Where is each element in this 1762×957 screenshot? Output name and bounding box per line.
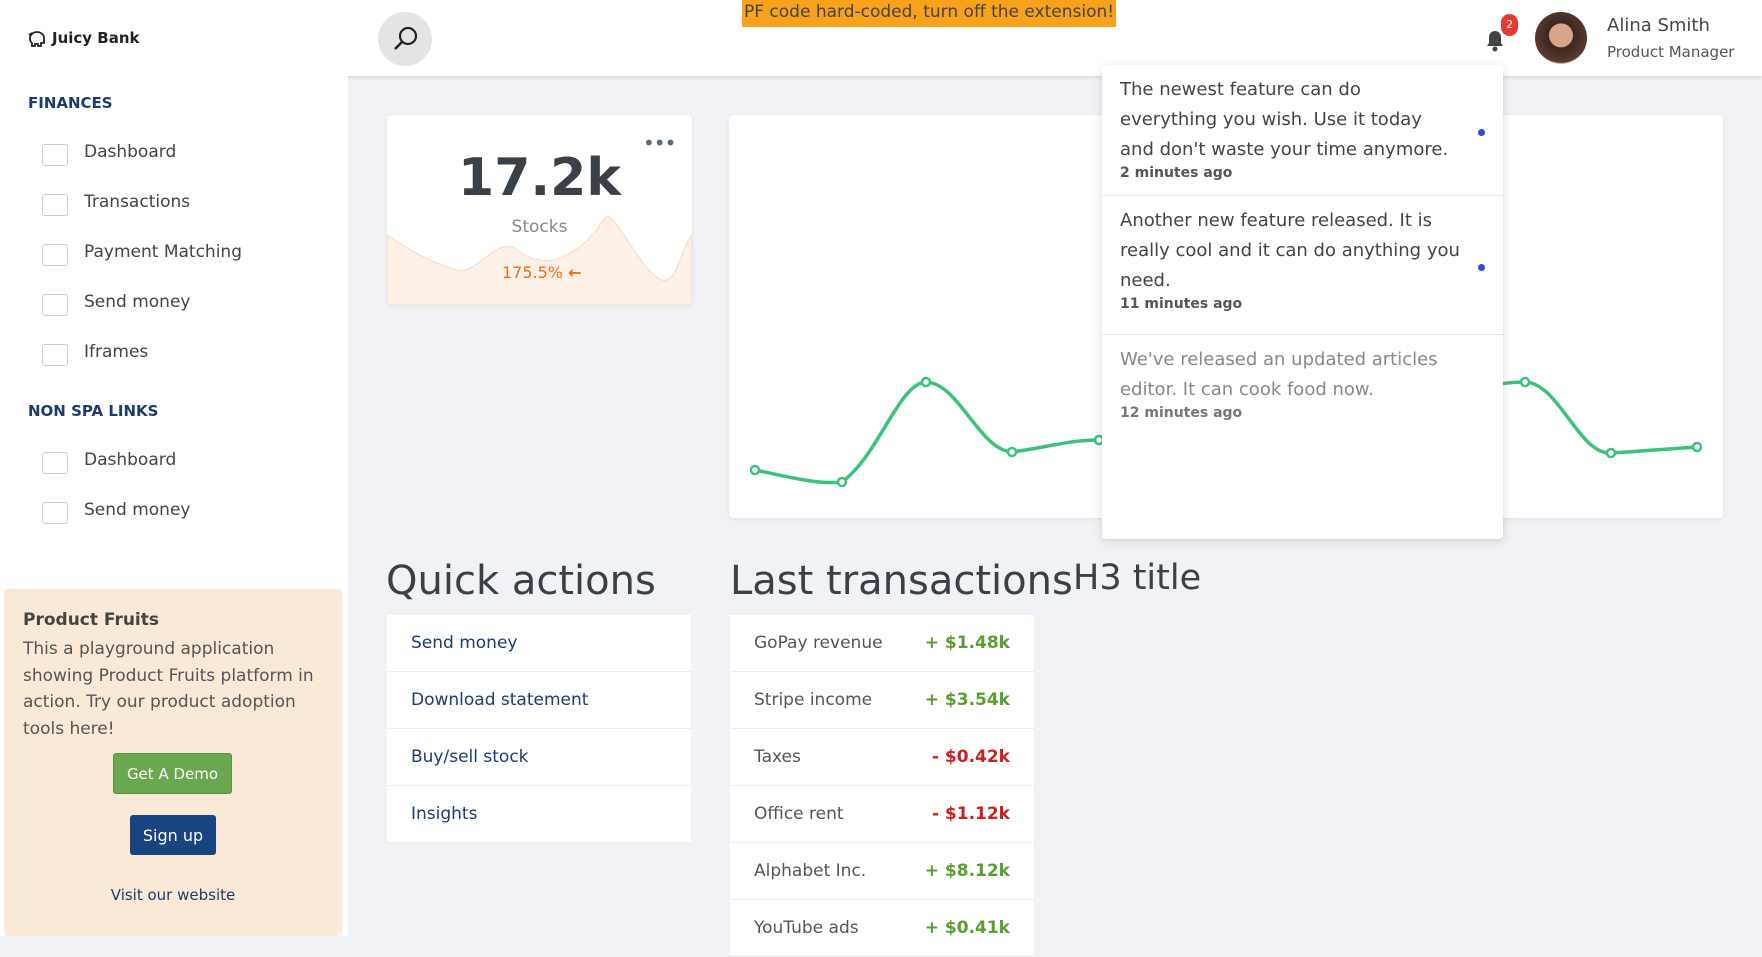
notification-time: 12 minutes ago xyxy=(1120,405,1243,421)
notification[interactable]: The newest feature can do everything you… xyxy=(1102,65,1503,196)
notification-badge: 2 xyxy=(1501,14,1518,36)
transaction-row: GoPay revenue + $1.48k xyxy=(730,615,1034,672)
transaction-amount: + $8.12k xyxy=(924,861,1010,881)
transaction-amount: - $1.12k xyxy=(931,804,1010,824)
menu-icon xyxy=(42,144,68,166)
notification-text: The newest feature can do everything you… xyxy=(1120,79,1449,160)
menu-icon xyxy=(42,294,68,316)
quick-actions-list: Send money Download statement Buy/sell sto… xyxy=(387,615,691,843)
search-icon xyxy=(394,26,418,50)
menu-icon xyxy=(42,452,68,474)
website-link[interactable]: Visit our website xyxy=(110,886,236,904)
section-title: NON SPA LINKS xyxy=(28,402,159,420)
transaction-name: Alphabet Inc. xyxy=(754,861,867,881)
quick-actions-title: Quick actions xyxy=(386,558,656,604)
promo-title: Product Fruits xyxy=(23,610,159,630)
transaction-row: Stripe income + $3.54k xyxy=(730,672,1034,729)
transactions-list: GoPay revenue + $1.48k Stripe income + $3.5… xyxy=(730,615,1034,957)
stock-wave xyxy=(387,216,692,305)
stock-value: 17.2k xyxy=(458,148,621,208)
notification-text: Another new feature released. It is real… xyxy=(1120,210,1460,291)
arrow: ← xyxy=(568,263,582,282)
notification[interactable]: Another new feature released. It is real… xyxy=(1102,196,1503,335)
more-dots[interactable]: ••• xyxy=(643,131,676,155)
transaction-name: Stripe income xyxy=(754,690,873,710)
menu-item[interactable]: Transactions xyxy=(84,192,191,212)
transactions-title: Last transactions xyxy=(730,558,1073,604)
menu-item[interactable]: Payment Matching xyxy=(84,242,242,262)
menu-item[interactable]: Dashboard xyxy=(84,142,177,162)
search-button[interactable] xyxy=(378,12,432,66)
user-name: Alina Smith xyxy=(1607,15,1710,36)
transaction-name: Office rent xyxy=(754,804,844,824)
section-title: FINANCES xyxy=(28,94,113,112)
menu-item[interactable]: Dashboard xyxy=(84,450,177,470)
stock-change: 175.5% ← xyxy=(502,263,582,282)
user-role: Product Manager xyxy=(1607,43,1735,61)
transaction-name: GoPay revenue xyxy=(754,633,883,653)
notifications-popup: The newest feature can do everything you… xyxy=(1102,65,1503,539)
h3-title: H3 title xyxy=(1073,558,1202,598)
stock-change-text: 175.5% xyxy=(502,263,564,282)
unread-dot xyxy=(1478,263,1485,271)
menu-icon xyxy=(42,244,68,266)
promo-text: This a playground application showing Pr… xyxy=(23,639,314,739)
transaction-row: Taxes - $0.42k xyxy=(730,729,1034,786)
stock-card: ••• 17.2k Stocks 175.5% ← xyxy=(387,115,692,305)
notification[interactable]: We've released an updated articles edito… xyxy=(1102,335,1503,435)
quick-action[interactable]: Buy/sell stock xyxy=(387,729,691,786)
signup-button[interactable]: Sign up xyxy=(130,815,216,855)
quick-action[interactable]: Send money xyxy=(387,615,691,672)
quick-action[interactable]: Insights xyxy=(387,786,691,843)
logo-icon xyxy=(28,31,45,47)
transaction-amount: + $1.48k xyxy=(924,633,1010,653)
notification-time: 2 minutes ago xyxy=(1120,165,1233,181)
transaction-amount: + $3.54k xyxy=(924,690,1010,710)
notification-time: 11 minutes ago xyxy=(1120,296,1243,312)
banner: PF code hard-coded, turn off the extensi… xyxy=(742,0,1117,27)
transaction-row: Alphabet Inc. + $8.12k xyxy=(730,843,1034,900)
transaction-row: YouTube ads + $0.41k xyxy=(730,900,1034,957)
transaction-amount: - $0.42k xyxy=(931,747,1010,767)
menu-icon xyxy=(42,344,68,366)
menu-item[interactable]: Send money xyxy=(84,500,191,520)
avatar[interactable] xyxy=(1535,12,1587,64)
transaction-row: Office rent - $1.12k xyxy=(730,786,1034,843)
unread-dot xyxy=(1478,128,1485,136)
menu-item[interactable]: Iframes xyxy=(84,342,149,362)
notification-text: We've released an updated articles edito… xyxy=(1120,349,1438,400)
quick-action[interactable]: Download statement xyxy=(387,672,691,729)
menu-icon xyxy=(42,502,68,524)
demo-button[interactable]: Get A Demo xyxy=(113,753,232,794)
brand[interactable]: Juicy Bank xyxy=(52,29,140,47)
menu-icon xyxy=(42,194,68,216)
menu-item[interactable]: Send money xyxy=(84,292,191,312)
transaction-name: Taxes xyxy=(754,747,801,767)
stock-label: Stocks xyxy=(511,217,568,237)
transaction-name: YouTube ads xyxy=(754,918,859,938)
bell-icon[interactable] xyxy=(1483,27,1507,53)
transaction-amount: + $0.41k xyxy=(924,918,1010,938)
